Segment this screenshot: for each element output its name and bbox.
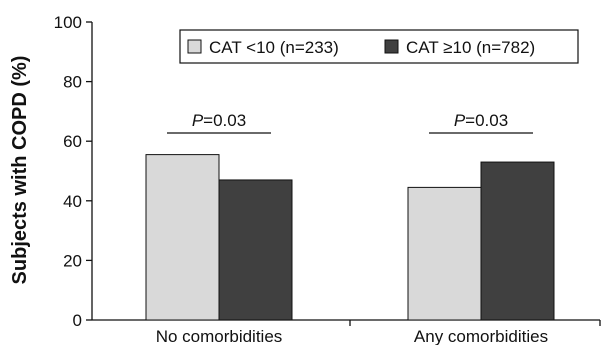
y-tick-label: 40 [63, 192, 82, 211]
legend: CAT <10 (n=233) CAT ≥10 (n=782) [179, 29, 579, 64]
y-tick-label: 60 [63, 132, 82, 151]
y-tick-label: 80 [63, 73, 82, 92]
axes: 0 20 40 60 80 100 No comorbidities Any comorbid… [54, 13, 601, 345]
y-tick-label: 20 [63, 251, 82, 270]
p-value-label: P=0.03 [454, 111, 508, 130]
bar [145, 154, 220, 321]
y-tick-label: 100 [54, 13, 82, 32]
annotations: P=0.03 P=0.03 [167, 111, 533, 134]
p-value-label: P=0.03 [192, 111, 246, 130]
bar [218, 179, 293, 321]
legend-swatch [384, 39, 399, 54]
y-axis-label: Subjects with COPD (%) [9, 56, 31, 285]
legend-box [179, 29, 579, 64]
legend-swatch [187, 39, 202, 54]
bar [407, 186, 482, 321]
bar [480, 161, 555, 321]
x-category-label: No comorbidities [156, 327, 283, 345]
bars [145, 154, 555, 321]
legend-label: CAT <10 (n=233) [209, 38, 339, 57]
x-category-label: Any comorbidities [414, 327, 548, 345]
y-tick-label: 0 [73, 311, 82, 330]
legend-label: CAT ≥10 (n=782) [406, 38, 535, 57]
